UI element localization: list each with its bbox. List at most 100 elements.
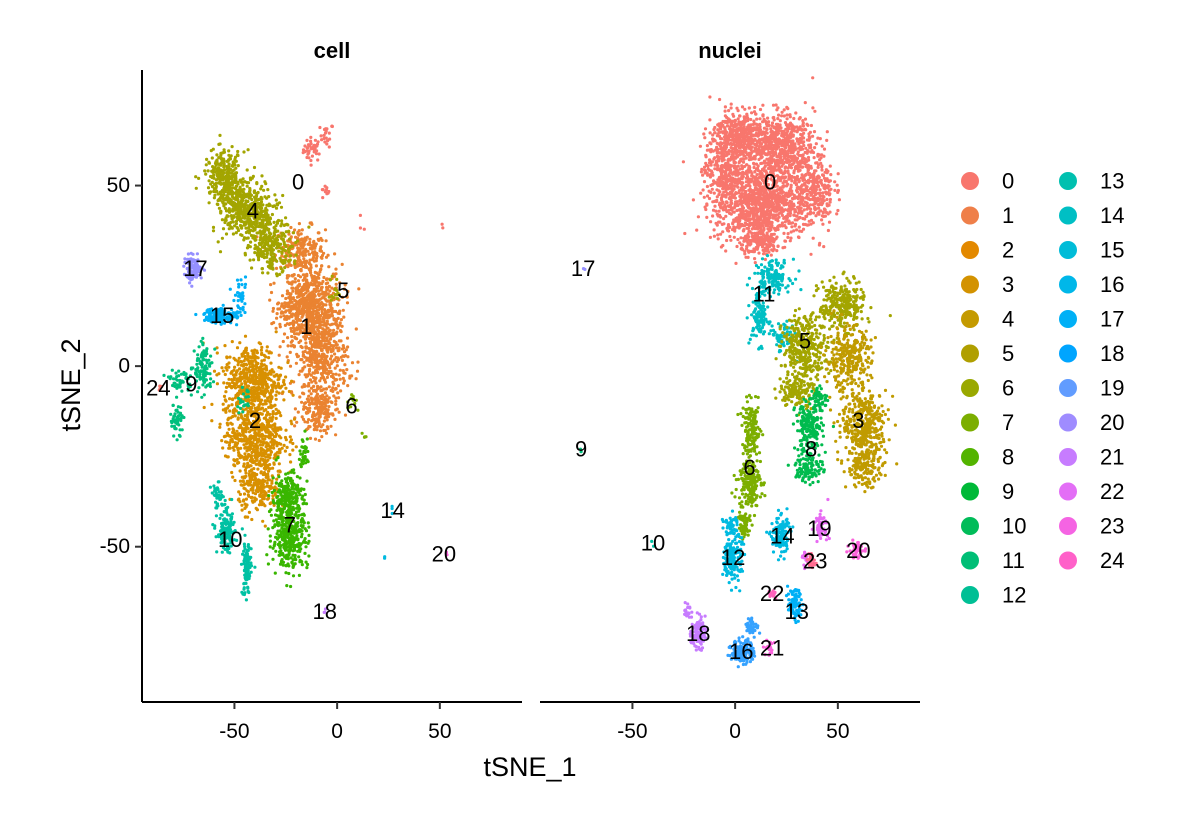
point [275, 390, 279, 394]
point [286, 336, 290, 340]
point [315, 298, 319, 302]
point [249, 443, 254, 447]
point [251, 174, 255, 178]
point [255, 462, 259, 466]
point [245, 553, 249, 558]
point [239, 446, 243, 450]
point [333, 417, 337, 421]
point [270, 212, 274, 217]
point [265, 345, 269, 349]
point [232, 215, 236, 219]
point [217, 166, 221, 170]
point [269, 484, 273, 488]
point [224, 232, 229, 236]
point [346, 345, 350, 349]
point [341, 308, 345, 312]
point [279, 414, 283, 418]
point [259, 368, 263, 372]
point [299, 524, 303, 528]
point [299, 358, 303, 362]
point [237, 411, 241, 415]
point [268, 298, 272, 302]
point [231, 475, 235, 479]
point [294, 445, 298, 449]
point [296, 504, 300, 508]
point [251, 402, 255, 406]
point [263, 441, 267, 445]
point [341, 376, 345, 380]
point [314, 284, 318, 288]
point [330, 274, 334, 278]
point [252, 380, 256, 384]
point [287, 564, 291, 568]
point [354, 377, 358, 381]
point [205, 371, 209, 375]
point [305, 315, 309, 320]
point [233, 155, 238, 159]
point [213, 193, 217, 197]
point [311, 255, 316, 260]
point [246, 243, 250, 248]
point [215, 486, 219, 490]
point [252, 165, 257, 170]
point [285, 292, 289, 296]
point [233, 186, 237, 190]
point [309, 158, 313, 163]
point [236, 194, 240, 198]
point [233, 176, 237, 180]
point [346, 384, 350, 388]
point [264, 408, 268, 412]
point [333, 252, 337, 256]
point [325, 142, 329, 146]
point [302, 277, 307, 281]
point [261, 457, 265, 462]
point [248, 186, 252, 191]
point [257, 397, 261, 401]
point [297, 573, 301, 578]
point [280, 250, 284, 254]
point [326, 360, 330, 364]
point [215, 153, 219, 157]
point [206, 186, 211, 190]
point [291, 505, 295, 509]
point [305, 272, 309, 276]
point [235, 202, 239, 206]
point [327, 284, 331, 288]
point [263, 195, 267, 199]
point [302, 487, 306, 491]
point [307, 424, 311, 429]
point [329, 362, 333, 366]
point [318, 247, 322, 251]
point [212, 369, 217, 373]
point [260, 500, 264, 504]
point [297, 513, 301, 518]
point [253, 565, 257, 569]
point [275, 202, 279, 206]
point [289, 460, 293, 464]
point [304, 346, 308, 350]
point [312, 371, 316, 375]
point [264, 372, 268, 376]
point [259, 214, 263, 219]
point [291, 448, 295, 452]
point [345, 368, 349, 372]
point [331, 331, 335, 335]
point [293, 277, 297, 281]
point [274, 266, 279, 270]
point [255, 191, 259, 195]
point [289, 584, 293, 589]
point [334, 321, 338, 326]
point [303, 144, 307, 148]
point [309, 265, 313, 270]
point [205, 157, 209, 161]
point [333, 387, 337, 391]
point [239, 483, 243, 487]
point [270, 418, 274, 422]
point [265, 252, 269, 257]
point [201, 336, 205, 340]
point [182, 415, 186, 420]
point [312, 323, 316, 328]
point [240, 180, 244, 184]
point [237, 461, 241, 465]
point [303, 297, 307, 301]
